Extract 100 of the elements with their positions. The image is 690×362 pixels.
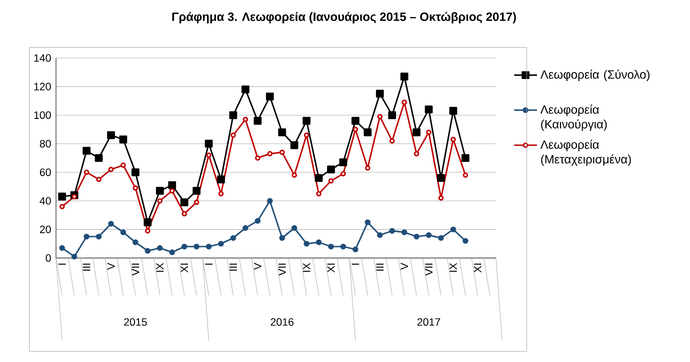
x-tick-label: IX <box>450 262 457 272</box>
legend-label: Λεωφορεία (Μεταχειρισμένα) <box>540 140 631 166</box>
x-tick-label: VII <box>425 264 432 276</box>
x-tick-label: I <box>58 264 66 265</box>
point <box>108 166 114 172</box>
point <box>352 126 358 132</box>
x-tick-label: XI <box>474 264 482 273</box>
point <box>327 165 335 174</box>
point <box>144 218 152 226</box>
point <box>218 191 224 196</box>
point <box>82 146 90 155</box>
point <box>59 204 65 210</box>
point <box>267 151 273 156</box>
point <box>414 151 420 156</box>
point <box>181 244 188 250</box>
point <box>94 154 103 162</box>
point <box>156 186 164 195</box>
point <box>84 170 90 175</box>
point <box>414 234 420 240</box>
point <box>424 105 433 114</box>
point <box>230 235 236 241</box>
point <box>462 238 468 244</box>
x-tick-label: V <box>254 262 262 270</box>
point <box>157 198 163 204</box>
point <box>107 131 115 140</box>
point <box>340 171 346 176</box>
point <box>206 152 212 158</box>
point <box>278 128 286 136</box>
point <box>291 225 298 231</box>
x-tick-label: IX <box>302 262 310 272</box>
point <box>302 116 310 125</box>
point <box>389 228 395 234</box>
point <box>132 185 138 191</box>
y-tick-label: 100 <box>34 111 51 119</box>
x-tick-label: V <box>107 262 115 270</box>
point <box>255 155 260 161</box>
y-tick-label: 80 <box>40 140 51 148</box>
point <box>449 106 458 115</box>
point <box>242 85 250 94</box>
point <box>388 111 396 120</box>
point <box>72 194 77 200</box>
x-tick-label: IX <box>156 262 164 272</box>
point <box>242 116 248 122</box>
point <box>59 245 65 251</box>
point <box>402 100 407 105</box>
point <box>120 162 126 168</box>
text: 2016 <box>270 318 294 326</box>
point <box>206 244 212 250</box>
point <box>377 232 383 238</box>
point <box>217 175 225 184</box>
x-tick-label: V <box>400 262 408 270</box>
text: 2015 <box>124 318 147 326</box>
point <box>376 90 384 98</box>
point <box>204 140 213 148</box>
point <box>145 228 150 234</box>
y-tick-label: 140 <box>34 54 51 62</box>
point <box>96 234 102 240</box>
point <box>254 116 262 125</box>
point <box>462 154 470 162</box>
point <box>339 158 348 166</box>
chart-title: Γράφημα 3. Λεωφορεία (Ιανουάριος 2015 – Οκτώβριος 2017) <box>172 12 516 24</box>
point <box>437 174 445 182</box>
point <box>132 239 138 246</box>
point <box>229 111 238 120</box>
point <box>314 174 323 182</box>
y-tick-label: 20 <box>40 226 51 234</box>
point <box>412 128 420 136</box>
legend-label: Λεωφορεία (Καινούργια) <box>540 104 607 131</box>
point <box>230 132 236 138</box>
x-tick-label: VII <box>132 264 140 276</box>
point <box>157 245 163 251</box>
point <box>352 246 358 252</box>
point <box>108 220 114 227</box>
point <box>426 130 432 135</box>
point <box>377 114 383 120</box>
point <box>328 244 334 250</box>
point <box>218 240 224 247</box>
point <box>194 200 200 205</box>
point <box>328 178 334 184</box>
point <box>192 186 200 195</box>
point <box>426 232 432 238</box>
y-tick-label: 0 <box>46 254 51 262</box>
x-tick-label: I <box>352 264 360 265</box>
point <box>144 248 151 254</box>
point <box>58 192 66 201</box>
point <box>450 226 456 232</box>
point <box>352 116 360 125</box>
point <box>316 191 322 196</box>
point <box>316 239 322 246</box>
point <box>119 135 128 144</box>
point <box>364 128 372 136</box>
point <box>450 136 456 142</box>
x-tick-label: I <box>205 264 212 265</box>
point <box>168 181 176 190</box>
point <box>304 132 310 138</box>
point <box>266 92 274 101</box>
point <box>71 254 78 260</box>
x-tick-label: III <box>376 264 384 271</box>
x-tick-label: XI <box>327 264 335 273</box>
point <box>267 198 273 204</box>
